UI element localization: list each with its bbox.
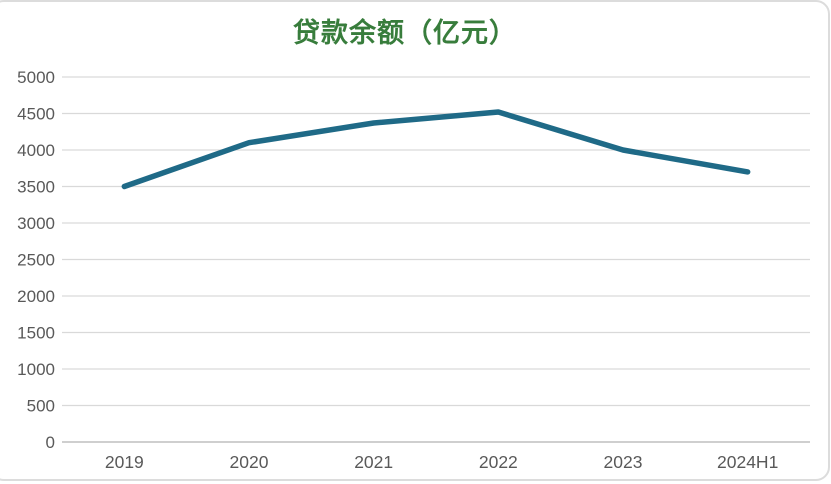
y-tick-label: 1500 <box>17 324 55 343</box>
chart-title: 贷款余额（亿元） <box>293 18 517 48</box>
x-tick-label: 2024H1 <box>717 452 778 472</box>
y-tick-label: 5000 <box>17 68 55 87</box>
y-tick-label: 4000 <box>17 141 55 160</box>
x-tick-label: 2020 <box>230 452 269 472</box>
y-tick-label: 2500 <box>17 251 55 270</box>
x-tick-label: 2022 <box>479 452 518 472</box>
x-tick-label: 2021 <box>354 452 393 472</box>
x-tick-label: 2019 <box>105 452 144 472</box>
y-tick-label: 3000 <box>17 214 55 233</box>
y-tick-label: 3500 <box>17 178 55 197</box>
y-tick-label: 2000 <box>17 287 55 306</box>
y-tick-label: 4500 <box>17 105 55 124</box>
y-tick-label: 0 <box>46 433 55 452</box>
x-tick-label: 2023 <box>604 452 643 472</box>
y-tick-label: 500 <box>27 397 55 416</box>
y-tick-label: 1000 <box>17 360 55 379</box>
data-series-line <box>121 109 751 190</box>
